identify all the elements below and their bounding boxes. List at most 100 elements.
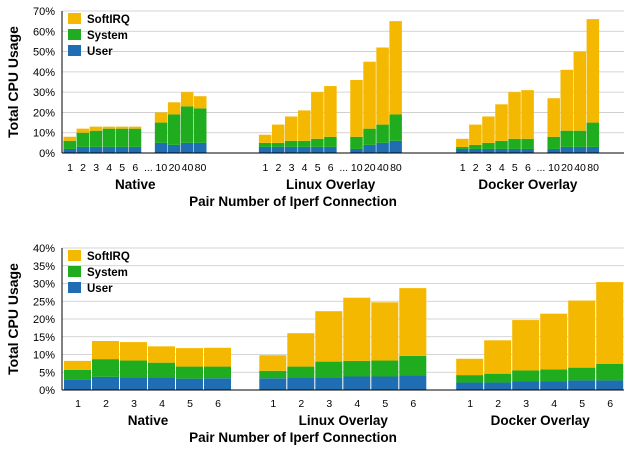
y-tick-label: 15% xyxy=(33,332,55,344)
bar-segment-softirq xyxy=(482,116,495,143)
bar-segment-system xyxy=(154,122,168,143)
bar-segment-softirq xyxy=(194,96,207,109)
bar-segment-system xyxy=(547,136,560,149)
x-axis-label: Pair Number of Iperf Connection xyxy=(189,194,397,209)
bar-segment-system xyxy=(363,128,376,145)
bar-segment-user xyxy=(512,381,540,390)
bar-segment-softirq xyxy=(76,128,90,133)
bar-segment-user xyxy=(399,375,427,390)
bar-segment-user xyxy=(180,142,194,153)
legend-label: System xyxy=(87,30,128,42)
bar-segment-user xyxy=(350,148,363,153)
y-tick-label: 40% xyxy=(33,243,55,255)
bar-segment-system xyxy=(194,108,207,143)
bar-segment-softirq xyxy=(311,92,324,139)
bar-segment-system xyxy=(508,138,521,149)
bar-segment-softirq xyxy=(154,112,168,123)
bar-segment-softirq xyxy=(456,138,469,147)
bar-segment-softirq xyxy=(204,347,231,367)
bar-segment-softirq xyxy=(568,300,596,368)
bar-segment-system xyxy=(456,375,484,383)
bar-segment-system xyxy=(560,130,573,147)
bar-segment-system xyxy=(586,122,600,147)
bar-segment-softirq xyxy=(287,333,315,367)
x-tick-label: 4 xyxy=(159,398,165,410)
bar-segment-system xyxy=(115,128,129,147)
bar-segment-softirq xyxy=(586,19,600,123)
bar-segment-system xyxy=(102,128,116,147)
bar-segment-softirq xyxy=(596,282,624,364)
legend-label: SoftIRQ xyxy=(87,14,130,26)
x-tick-label: 2 xyxy=(495,398,501,410)
bar-segment-softirq xyxy=(180,92,194,107)
bar-segment-user xyxy=(586,146,600,153)
x-tick-label: 6 xyxy=(525,162,531,174)
x-tick-label: 6 xyxy=(132,162,138,174)
bar-segment-user xyxy=(343,376,371,390)
x-tick-label: 1 xyxy=(270,398,276,410)
y-tick-label: 50% xyxy=(33,47,55,59)
bar-segment-system xyxy=(568,367,596,381)
bar-segment-user xyxy=(167,144,181,153)
x-tick-label: 5 xyxy=(512,162,518,174)
bar-segment-system xyxy=(596,363,624,381)
y-tick-label: 30% xyxy=(33,87,55,99)
bar-segment-system xyxy=(495,140,508,149)
bar-segment-user xyxy=(285,146,298,153)
y-tick-label: 70% xyxy=(33,6,55,18)
bar-segment-system xyxy=(371,360,399,377)
bar-segment-user xyxy=(102,146,116,153)
x-tick-label: 3 xyxy=(289,162,295,174)
group-label: Docker Overlay xyxy=(478,177,578,192)
x-tick-label: 6 xyxy=(215,398,221,410)
x-tick-label: 1 xyxy=(263,162,269,174)
bar-segment-softirq xyxy=(540,313,568,370)
bar-segment-user xyxy=(115,146,129,153)
bar-segment-system xyxy=(287,366,315,378)
bar-segment-user xyxy=(76,146,90,153)
bar-segment-system xyxy=(456,146,469,149)
bar-segment-user xyxy=(128,146,142,153)
bar-segment-system xyxy=(389,114,402,141)
x-tick-ellipsis: ... xyxy=(537,162,546,174)
bar-segment-softirq xyxy=(495,104,508,141)
legend-label: System xyxy=(87,267,128,279)
legend-label: User xyxy=(87,283,113,295)
x-tick-label: 6 xyxy=(328,162,334,174)
y-tick-label: 40% xyxy=(33,67,55,79)
bar-segment-user xyxy=(311,146,324,153)
legend-swatch xyxy=(68,13,81,24)
bar-segment-system xyxy=(399,355,427,376)
bar-segment-user xyxy=(456,382,484,390)
x-tick-label: 3 xyxy=(486,162,492,174)
y-tick-label: 60% xyxy=(33,26,55,38)
bar-segment-system xyxy=(315,361,343,378)
bar-segment-softirq xyxy=(343,297,371,361)
bar-segment-user xyxy=(315,377,343,390)
bar-segment-system xyxy=(92,359,119,377)
bar-segment-softirq xyxy=(92,341,119,360)
x-tick-label: 4 xyxy=(106,162,112,174)
bar-segment-user xyxy=(63,148,76,153)
legend-swatch xyxy=(68,29,81,40)
bar-segment-system xyxy=(258,142,272,147)
x-tick-label: 80 xyxy=(390,162,402,174)
y-tick-label: 20% xyxy=(33,107,55,119)
x-tick-label: 4 xyxy=(551,398,557,410)
bar-segment-user xyxy=(194,142,207,153)
group-label: Native xyxy=(128,413,169,428)
legend-swatch xyxy=(68,250,81,261)
x-tick-label: 3 xyxy=(93,162,99,174)
y-axis-label: Total CPU Usage xyxy=(5,26,21,138)
bar-segment-user xyxy=(560,146,573,153)
x-tick-label: 2 xyxy=(103,398,109,410)
bar-segment-softirq xyxy=(389,21,402,115)
bar-segment-softirq xyxy=(547,98,560,137)
bar-segment-system xyxy=(343,360,371,377)
bar-segment-softirq xyxy=(167,102,181,115)
bar-segment-softirq xyxy=(484,340,512,374)
chart-2: 0% 5% 10% 15% 20% 25% 30% 35% 40% Total CPU Usage… xyxy=(5,243,624,445)
bar-segment-softirq xyxy=(259,355,287,371)
bar-segment-system xyxy=(482,142,495,149)
